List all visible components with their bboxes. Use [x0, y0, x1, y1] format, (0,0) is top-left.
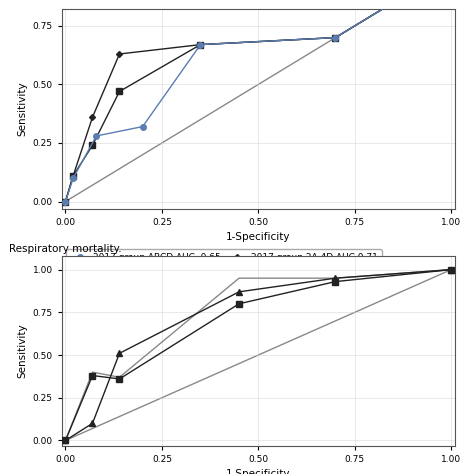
X-axis label: 1-Specificity: 1-Specificity — [226, 232, 291, 242]
Legend: 2017 group ABCD AUC  0.65, 2011 AUC  0.68, 2017 group 2A-4D AUC 0.71, Reference: 2017 group ABCD AUC 0.65, 2011 AUC 0.68,… — [66, 249, 382, 281]
Y-axis label: Sensitivity: Sensitivity — [17, 323, 27, 378]
Text: Respiratory mortality.: Respiratory mortality. — [9, 244, 122, 254]
Y-axis label: Sensitivity: Sensitivity — [17, 82, 27, 137]
X-axis label: 1-Specificity: 1-Specificity — [226, 469, 291, 474]
